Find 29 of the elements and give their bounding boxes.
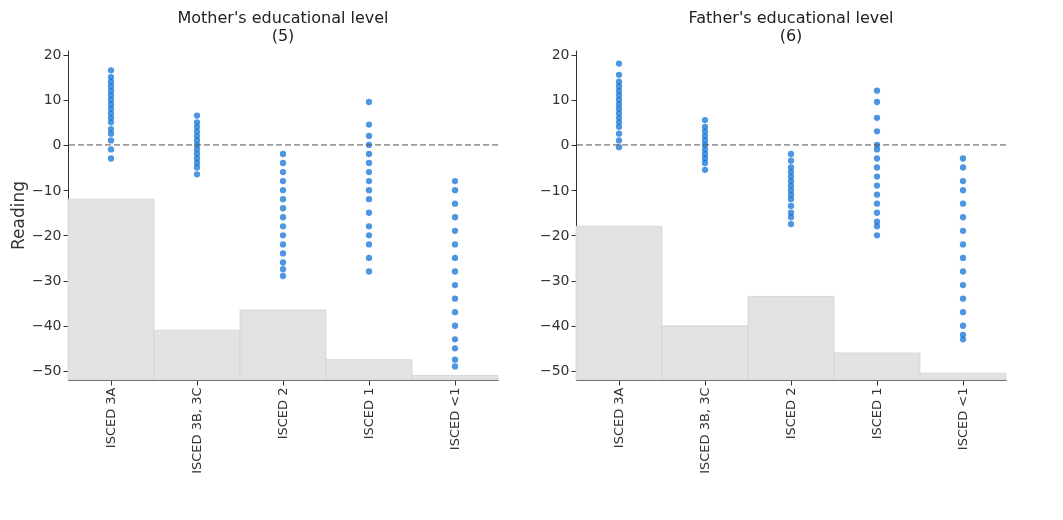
x-tick-label: ISCED 3A (611, 387, 626, 449)
y-axis-title: Reading (7, 180, 28, 251)
y-tick-label: −20 (31, 226, 62, 243)
y-tick-label: −40 (31, 317, 62, 334)
y-tick-label: 10 (43, 91, 62, 108)
y-tick-label: −10 (31, 181, 62, 198)
y-tick-label: −40 (539, 317, 570, 334)
y-tick-label: −50 (31, 362, 62, 379)
y-tick-label: −20 (539, 226, 570, 243)
y-tick-label: 10 (551, 91, 570, 108)
y-tick-label: 20 (43, 46, 62, 63)
x-tick-label: ISCED 2 (275, 387, 290, 440)
x-tick-label: ISCED 3B, 3C (189, 387, 204, 474)
x-tick-label: ISCED 3B, 3C (697, 387, 712, 474)
chart-title: Father's educational level (6) (688, 7, 894, 45)
y-tick-label: 0 (52, 136, 62, 153)
y-tick-label: −30 (539, 272, 570, 289)
y-tick-label: 20 (551, 46, 570, 63)
y-tick-label: −10 (539, 181, 570, 198)
x-tick-label: ISCED 3A (103, 387, 118, 449)
x-tick-label: ISCED <1 (955, 387, 970, 451)
x-tick-label: ISCED 1 (869, 387, 884, 440)
x-tick-label: ISCED 1 (361, 387, 376, 440)
x-tick-label: ISCED <1 (447, 387, 462, 451)
y-tick-label: −30 (31, 272, 62, 289)
y-tick-label: 0 (560, 136, 570, 153)
chart-title: Mother's educational level (5) (177, 7, 389, 45)
y-tick-label: −50 (539, 362, 570, 379)
x-tick-label: ISCED 2 (783, 387, 798, 440)
